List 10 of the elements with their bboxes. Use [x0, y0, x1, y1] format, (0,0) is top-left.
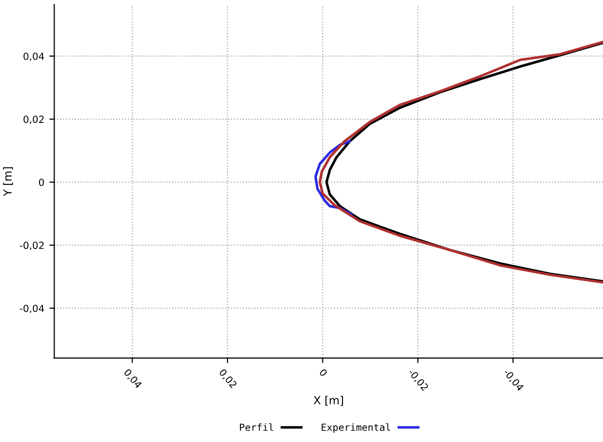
y-tick-label: 0,02: [24, 116, 44, 124]
y-tick-label: 0: [39, 178, 44, 186]
y-axis-title: Y [m]: [3, 167, 13, 196]
y-tick-label: -0,02: [20, 242, 44, 250]
legend-label: Perfil: [240, 423, 274, 431]
y-tick-label: 0,04: [24, 52, 44, 61]
x-axis-title: X [m]: [314, 396, 343, 406]
x-tick-label: 0: [318, 368, 328, 377]
y-tick-label: -0,04: [20, 304, 44, 314]
legend-label: Experimental: [322, 423, 390, 433]
